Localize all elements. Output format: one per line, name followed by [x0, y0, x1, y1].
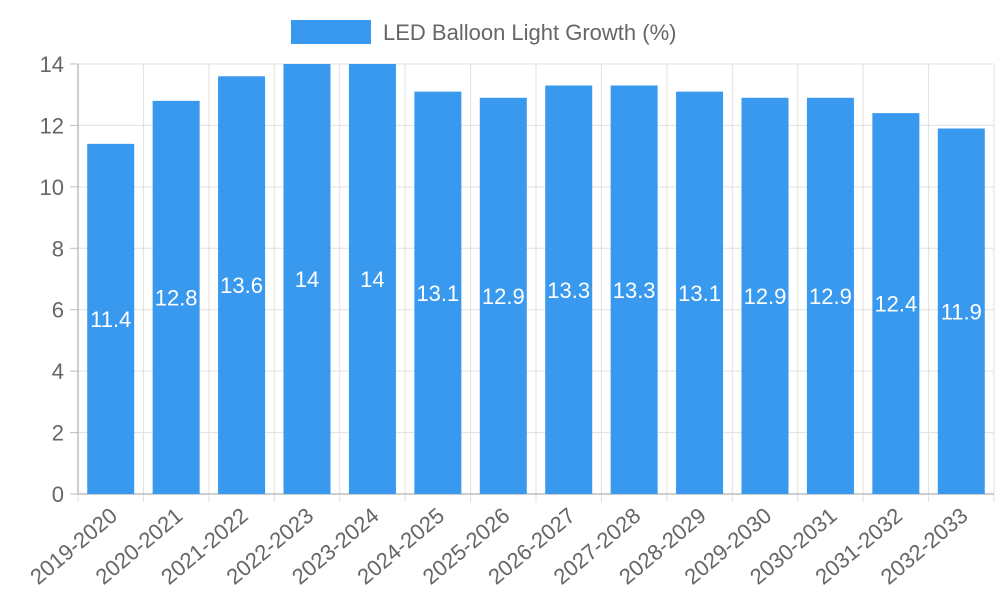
y-tick-label: 2	[52, 421, 64, 446]
bar-value-label: 11.9	[941, 299, 982, 324]
bar-value-label: 14	[295, 267, 319, 292]
bar-value-label: 12.9	[809, 284, 852, 309]
legend-label: LED Balloon Light Growth (%)	[383, 20, 676, 45]
y-tick-label: 12	[40, 113, 64, 138]
bar-value-label: 14	[360, 267, 384, 292]
grid	[77, 63, 995, 502]
bar[interactable]	[610, 85, 658, 495]
bar[interactable]	[348, 64, 396, 494]
bar[interactable]	[218, 76, 266, 495]
bar-value-label: 12.9	[744, 284, 787, 309]
bar[interactable]	[806, 97, 854, 495]
bar[interactable]	[283, 64, 331, 494]
bar[interactable]	[152, 100, 200, 494]
bar-value-label: 12.4	[874, 292, 917, 317]
bar[interactable]	[545, 85, 593, 495]
bar-value-label: 13.6	[220, 273, 263, 298]
y-tick-label: 8	[52, 236, 64, 261]
bar[interactable]	[741, 97, 789, 495]
bar-value-label: 11.4	[90, 307, 131, 332]
y-tick-label: 6	[52, 298, 64, 323]
bar[interactable]	[872, 113, 920, 495]
bar-value-label: 13.3	[613, 278, 656, 303]
bar[interactable]	[414, 91, 462, 495]
y-tick-label: 14	[40, 52, 64, 77]
data-labels: 11.4 12.8 13.6 14 14 13.1 12.9 13.3 13.3 13.1 12.9…	[90, 267, 982, 332]
bar[interactable]	[87, 143, 135, 494]
bar-value-label: 13.1	[678, 281, 721, 306]
legend-swatch	[291, 20, 371, 44]
y-tick-label: 10	[40, 175, 64, 200]
bar-value-label: 12.9	[482, 284, 525, 309]
y-tick-label: 4	[52, 359, 64, 384]
bar-value-label: 12.8	[155, 285, 198, 310]
bar[interactable]	[937, 128, 985, 495]
bar[interactable]	[676, 91, 724, 495]
y-tick-label: 0	[52, 482, 64, 507]
bars	[87, 64, 985, 495]
bar-value-label: 13.1	[416, 281, 459, 306]
bar-value-label: 13.3	[547, 278, 590, 303]
legend[interactable]: LED Balloon Light Growth (%)	[291, 20, 676, 45]
bar[interactable]	[479, 97, 527, 495]
